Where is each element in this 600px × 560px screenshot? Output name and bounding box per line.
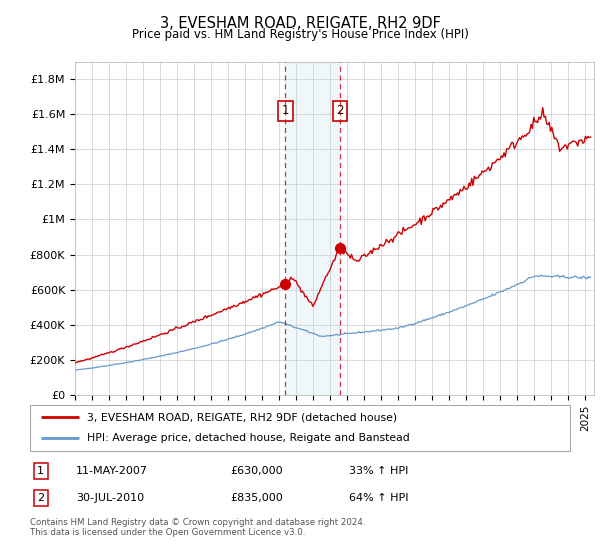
Text: 33% ↑ HPI: 33% ↑ HPI — [349, 466, 408, 476]
Text: 30-JUL-2010: 30-JUL-2010 — [76, 493, 144, 503]
Text: 2: 2 — [37, 493, 44, 503]
Text: Contains HM Land Registry data © Crown copyright and database right 2024.
This d: Contains HM Land Registry data © Crown c… — [30, 518, 365, 538]
Text: 1: 1 — [37, 466, 44, 476]
Text: 11-MAY-2007: 11-MAY-2007 — [76, 466, 148, 476]
FancyBboxPatch shape — [30, 405, 570, 451]
Text: £835,000: £835,000 — [230, 493, 283, 503]
Text: HPI: Average price, detached house, Reigate and Banstead: HPI: Average price, detached house, Reig… — [86, 433, 409, 444]
Text: 1: 1 — [282, 104, 289, 117]
Text: £630,000: £630,000 — [230, 466, 283, 476]
Bar — [286, 62, 340, 395]
Text: Price paid vs. HM Land Registry's House Price Index (HPI): Price paid vs. HM Land Registry's House … — [131, 28, 469, 41]
Text: 3, EVESHAM ROAD, REIGATE, RH2 9DF (detached house): 3, EVESHAM ROAD, REIGATE, RH2 9DF (detac… — [86, 412, 397, 422]
Text: 2: 2 — [337, 104, 344, 117]
Text: 64% ↑ HPI: 64% ↑ HPI — [349, 493, 408, 503]
Text: 3, EVESHAM ROAD, REIGATE, RH2 9DF: 3, EVESHAM ROAD, REIGATE, RH2 9DF — [160, 16, 440, 31]
